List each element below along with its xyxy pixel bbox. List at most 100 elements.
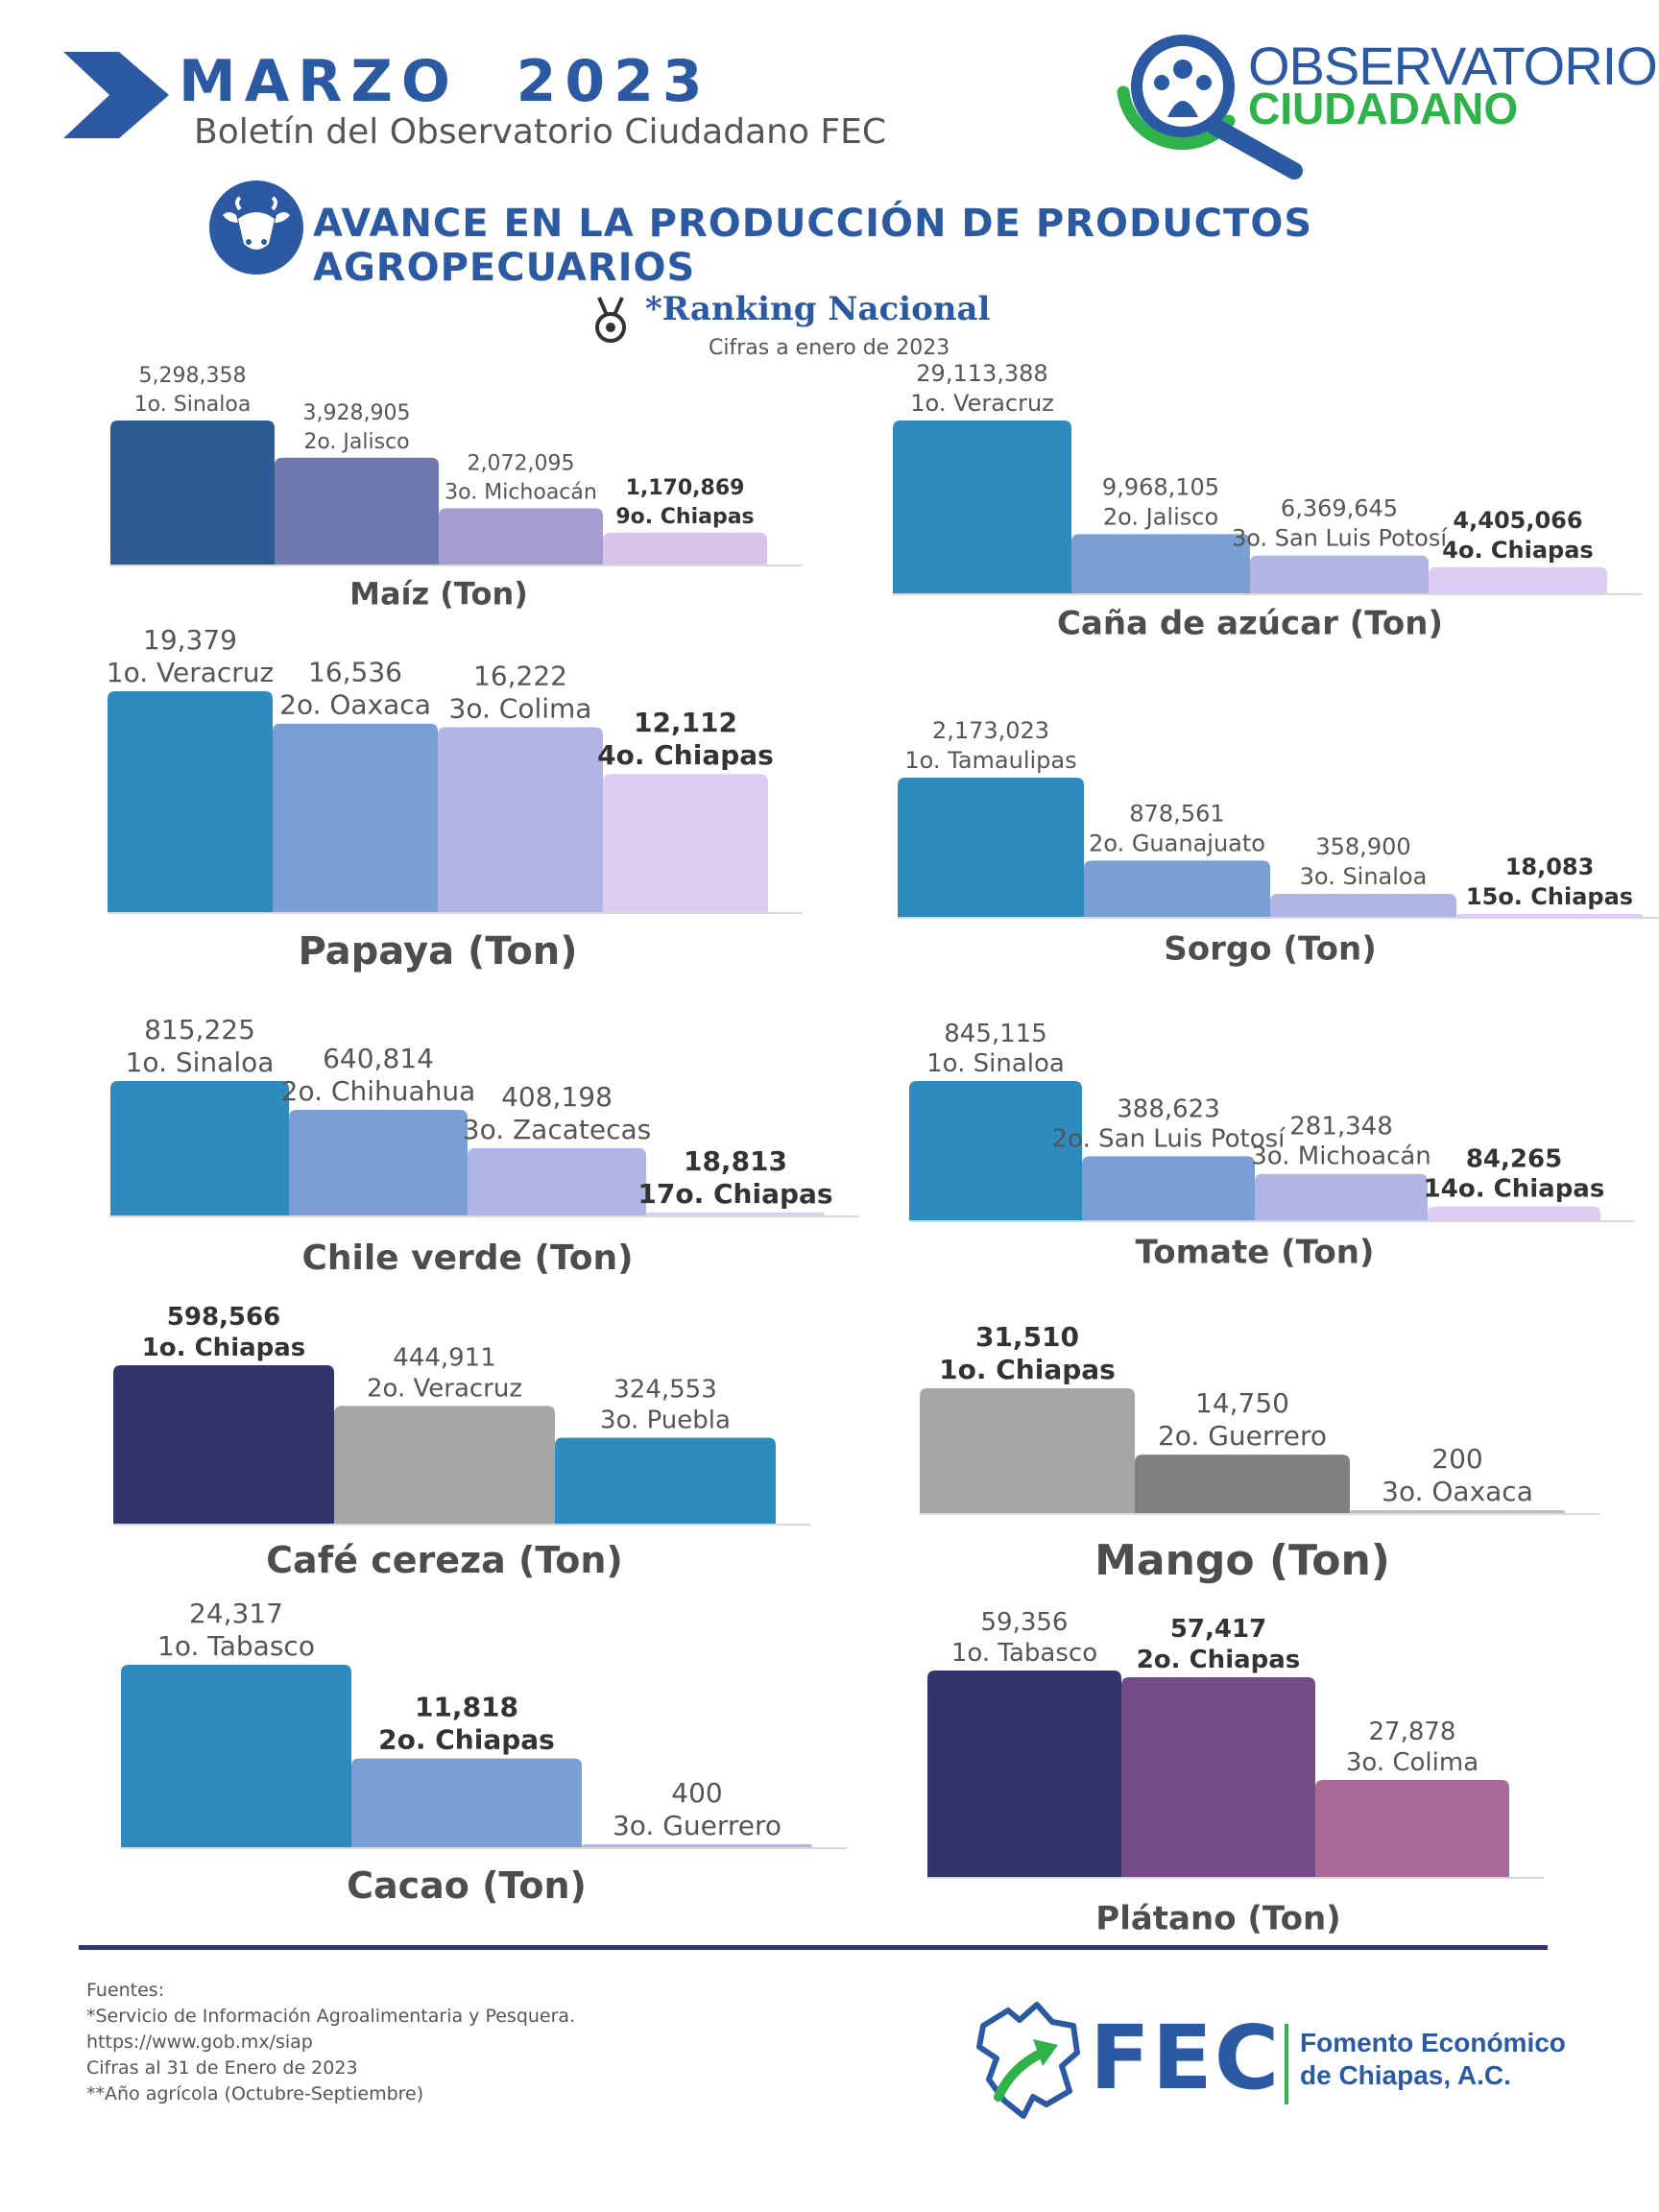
medal-icon xyxy=(595,297,626,343)
data-label: 16,222 xyxy=(473,660,567,691)
bar xyxy=(1429,566,1607,593)
data-label: 27,878 xyxy=(1369,1718,1456,1746)
bar xyxy=(1428,1206,1600,1220)
data-label: 11,818 xyxy=(415,1692,518,1723)
fec-divider xyxy=(1285,2024,1288,2104)
bar xyxy=(273,723,438,912)
bar xyxy=(1456,914,1643,917)
footer-divider xyxy=(79,1945,1548,1950)
chart-cana-de-azucar: 29,113,388 1o. Veracruz 9,968,105 2o. Jalis… xyxy=(893,360,1642,643)
bar xyxy=(920,1388,1135,1513)
category-label: 3o. Zacatecas xyxy=(463,1114,652,1145)
section-title: AVANCE EN LA PRODUCCIÓN DE PRODUCTOS AGR… xyxy=(313,202,1313,290)
data-label: 878,561 xyxy=(1129,800,1224,827)
logo-ciudadano: CIUDADANO xyxy=(1248,84,1519,133)
data-label: 19,379 xyxy=(143,624,237,656)
bar xyxy=(1255,1173,1428,1220)
data-label: 3,928,905 xyxy=(303,401,411,425)
data-label: 408,198 xyxy=(501,1081,613,1113)
category-label: 4o. Chiapas xyxy=(597,739,774,771)
ranking-title: *Ranking Nacional xyxy=(645,290,991,328)
category-label: 2o. Jalisco xyxy=(303,430,409,454)
data-label: 84,265 xyxy=(1466,1145,1562,1174)
fec-name-line1: Fomento Económico xyxy=(1300,2028,1566,2057)
category-label: 2o. Oaxaca xyxy=(279,689,431,721)
fec-acronym: FEC xyxy=(1090,2007,1282,2109)
bar xyxy=(108,691,273,912)
category-label: 1o. Veracruz xyxy=(107,657,274,688)
category-label: 1o. Sinaloa xyxy=(134,393,252,417)
bar xyxy=(113,1365,334,1524)
chart-title: Plátano (Ton) xyxy=(1095,1900,1340,1938)
source-line: **Año agrícola (Octubre-Septiembre) xyxy=(86,2083,424,2104)
data-label: 4,405,066 xyxy=(1453,507,1582,534)
data-label: 59,356 xyxy=(981,1608,1069,1637)
data-label: 18,083 xyxy=(1505,854,1595,880)
chart-title: Sorgo (Ton) xyxy=(1164,930,1376,969)
magnifier-family-icon xyxy=(1117,35,1303,180)
bar xyxy=(1071,534,1250,593)
chart-title: Mango (Ton) xyxy=(1094,1536,1390,1585)
category-label: 15o. Chiapas xyxy=(1466,883,1633,910)
category-label: 3o. Puebla xyxy=(600,1407,731,1435)
bar xyxy=(439,508,603,565)
data-label: 2,072,095 xyxy=(468,451,575,475)
category-label: 1o. Tabasco xyxy=(951,1639,1097,1668)
category-label: 1o. Veracruz xyxy=(910,390,1054,417)
data-label: 281,348 xyxy=(1289,1113,1393,1142)
category-label: 14o. Chiapas xyxy=(1424,1175,1605,1204)
chart-title: Papaya (Ton) xyxy=(298,929,577,974)
category-label: 2o. Guerrero xyxy=(1158,1420,1327,1452)
bar xyxy=(351,1758,582,1847)
bar xyxy=(468,1147,646,1215)
category-label: 3o. Guerrero xyxy=(613,1810,781,1841)
bar xyxy=(603,774,768,912)
data-label: 1,170,869 xyxy=(626,476,745,500)
bar xyxy=(1082,1156,1255,1220)
data-label: 6,369,645 xyxy=(1281,495,1398,522)
data-label: 200 xyxy=(1431,1443,1482,1475)
category-label: 3o. Colima xyxy=(1346,1748,1479,1777)
category-label: 1o. Sinaloa xyxy=(126,1046,275,1078)
category-label: 3o. Oaxaca xyxy=(1382,1476,1533,1507)
chart-title: Caña de azúcar (Ton) xyxy=(1057,605,1443,643)
category-label: 3o. Michoacán xyxy=(1251,1142,1431,1171)
cow-icon xyxy=(223,196,290,250)
category-label: 1o. Chiapas xyxy=(142,1334,306,1362)
sources-heading: Fuentes: xyxy=(86,1980,165,2001)
category-label: 2o. Chihuahua xyxy=(281,1075,476,1107)
bar xyxy=(121,1665,351,1847)
data-label: 815,225 xyxy=(144,1014,255,1046)
bar xyxy=(438,727,603,912)
category-label: 1o. Sinaloa xyxy=(926,1049,1065,1078)
source-line: *Servicio de Información Agroalimentaria… xyxy=(86,2006,576,2027)
bar xyxy=(893,421,1071,593)
chart-title: Café cereza (Ton) xyxy=(266,1539,623,1581)
chart-title: Cacao (Ton) xyxy=(347,1864,587,1907)
bar xyxy=(334,1406,555,1524)
data-label: 598,566 xyxy=(167,1303,280,1332)
data-label: 57,417 xyxy=(1170,1615,1266,1644)
data-label: 29,113,388 xyxy=(916,360,1047,387)
bar xyxy=(909,1081,1082,1220)
bar xyxy=(603,532,767,565)
category-label: 3o. San Luis Potosí xyxy=(1232,525,1448,552)
data-label: 388,623 xyxy=(1117,1094,1220,1123)
bar xyxy=(1135,1455,1350,1513)
bar xyxy=(898,778,1084,917)
data-label: 640,814 xyxy=(323,1043,434,1074)
bar xyxy=(646,1212,825,1215)
bar xyxy=(1084,860,1270,917)
category-label: 3o. Sinaloa xyxy=(1300,863,1428,890)
chevron-icon xyxy=(63,52,169,138)
category-label: 2o. Chiapas xyxy=(378,1724,555,1756)
bulletin-month: MARZO 2023 xyxy=(179,48,711,115)
data-label: 400 xyxy=(671,1777,722,1809)
data-label: 9,968,105 xyxy=(1102,473,1219,500)
data-label: 12,112 xyxy=(634,707,737,738)
